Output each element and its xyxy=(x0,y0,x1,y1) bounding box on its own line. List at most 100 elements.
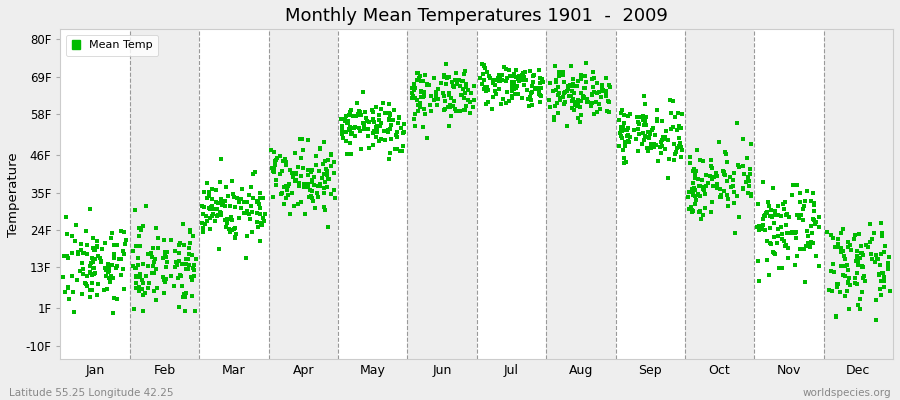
Point xyxy=(105,275,120,281)
Point xyxy=(427,75,441,81)
Point xyxy=(413,89,428,96)
Point xyxy=(851,301,866,308)
Point xyxy=(406,116,420,122)
Point xyxy=(654,136,669,143)
Point xyxy=(620,127,634,134)
Point xyxy=(279,162,293,168)
Point xyxy=(804,239,818,246)
Point xyxy=(775,236,789,242)
Point xyxy=(683,204,698,210)
Point xyxy=(275,190,290,197)
Point xyxy=(374,120,388,126)
Point xyxy=(410,70,425,76)
Point xyxy=(793,198,807,205)
Bar xyxy=(60,29,130,359)
Point xyxy=(337,129,351,135)
Point xyxy=(464,90,478,96)
Point xyxy=(378,137,392,144)
Point xyxy=(771,264,786,271)
Point xyxy=(556,68,571,75)
Point xyxy=(656,134,670,140)
Point xyxy=(267,166,282,172)
Point xyxy=(440,75,454,82)
Point xyxy=(339,120,354,126)
Point xyxy=(515,95,529,101)
Point xyxy=(117,229,131,236)
Point xyxy=(116,248,130,254)
Point xyxy=(693,183,707,189)
Point xyxy=(486,80,500,86)
Point xyxy=(533,92,547,98)
Point xyxy=(173,240,187,247)
Point xyxy=(458,107,473,113)
Point xyxy=(178,290,193,296)
Bar xyxy=(685,29,754,359)
Point xyxy=(455,86,470,92)
Point xyxy=(114,256,129,263)
Point xyxy=(96,286,111,293)
Point xyxy=(637,101,652,108)
Point xyxy=(864,250,878,257)
Point xyxy=(615,107,629,114)
Point xyxy=(824,232,838,239)
Point xyxy=(561,83,575,89)
Point xyxy=(741,174,755,180)
Point xyxy=(225,227,239,234)
Point xyxy=(558,98,572,105)
Point xyxy=(616,120,631,126)
Point xyxy=(113,228,128,234)
Point xyxy=(110,263,124,269)
Point xyxy=(337,116,351,122)
Point xyxy=(775,265,789,271)
Point xyxy=(868,316,883,323)
Point xyxy=(405,84,419,91)
Point xyxy=(811,214,825,220)
Point xyxy=(872,270,886,277)
Point xyxy=(202,226,217,232)
Point xyxy=(71,249,86,256)
Point xyxy=(370,125,384,131)
Point xyxy=(595,87,609,93)
Point xyxy=(602,98,616,105)
Point xyxy=(307,181,321,188)
Point xyxy=(527,86,542,92)
Point xyxy=(336,135,350,142)
Point xyxy=(389,131,403,138)
Point xyxy=(234,204,248,211)
Point xyxy=(652,144,667,150)
Point xyxy=(752,227,766,234)
Point xyxy=(766,184,780,191)
Point xyxy=(644,141,658,147)
Point xyxy=(655,118,670,124)
Point xyxy=(321,157,336,164)
Point xyxy=(182,251,196,258)
Point xyxy=(306,198,320,204)
Point xyxy=(641,129,655,135)
Point xyxy=(94,259,109,265)
Point xyxy=(571,115,585,122)
Point xyxy=(796,216,810,223)
Point xyxy=(551,84,565,90)
Point xyxy=(74,247,88,254)
Point xyxy=(844,247,859,254)
Point xyxy=(636,117,651,123)
Point xyxy=(829,312,843,319)
Point xyxy=(438,98,453,104)
Point xyxy=(320,176,335,182)
Point xyxy=(164,272,178,279)
Point xyxy=(737,171,751,178)
Point xyxy=(765,213,779,220)
Point xyxy=(855,250,869,256)
Point xyxy=(619,158,634,165)
Point xyxy=(365,116,380,122)
Point xyxy=(672,143,687,149)
Point xyxy=(228,225,242,231)
Point xyxy=(699,172,714,178)
Point xyxy=(533,98,547,105)
Point xyxy=(373,123,387,130)
Point xyxy=(872,262,886,268)
Point xyxy=(378,110,392,116)
Point xyxy=(396,142,410,149)
Point xyxy=(232,199,247,206)
Point xyxy=(616,155,631,162)
